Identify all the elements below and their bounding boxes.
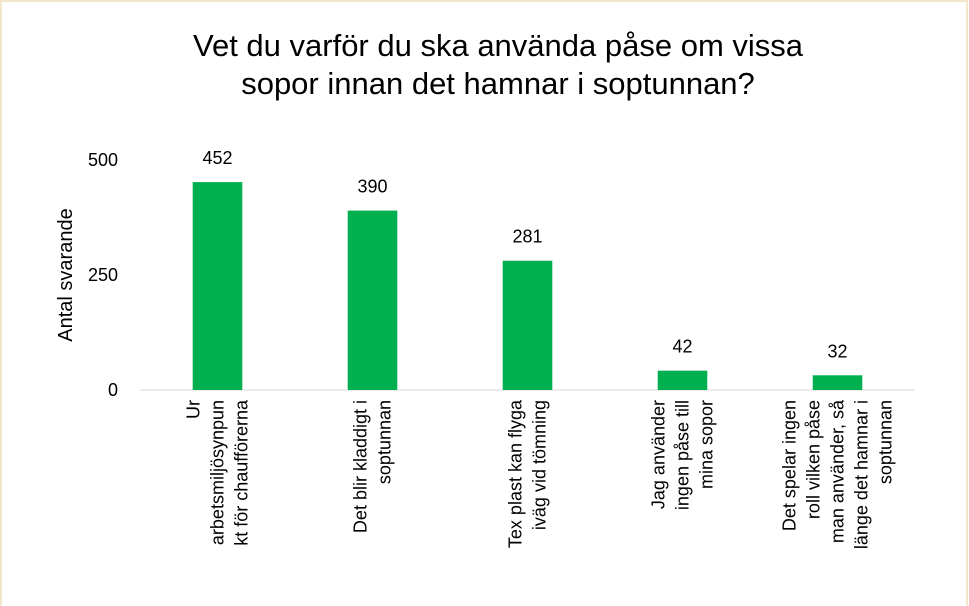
bar	[192, 182, 243, 390]
value-label: 42	[672, 337, 692, 357]
x-tick-label: Det blir kladdigt i soptunnan	[351, 400, 395, 533]
value-label: 390	[357, 177, 387, 197]
bar	[502, 260, 553, 390]
y-tick-label: 500	[88, 150, 118, 170]
y-axis-label: Antal svarande	[55, 208, 77, 341]
x-tick-label: Tex plast kan flyga iväg vid tömning	[506, 399, 550, 548]
y-tick-label: 0	[108, 380, 118, 400]
x-tick-label: Ur arbetsmiljösynpun kt för chaufförerna	[184, 399, 252, 546]
value-label: 452	[202, 148, 232, 168]
bar	[657, 370, 708, 390]
bar	[812, 375, 863, 390]
value-label: 281	[512, 227, 542, 247]
x-tick-label: Det spelar ingen roll vilken påse man anvä…	[780, 399, 896, 549]
x-tick-label: Jag använder ingen påse till mina sopor	[649, 400, 717, 510]
bar	[347, 210, 398, 390]
chart-title: Vet du varför du ska använda påse om vis…	[193, 28, 804, 101]
y-tick-label: 250	[88, 265, 118, 285]
value-label: 32	[827, 341, 847, 361]
